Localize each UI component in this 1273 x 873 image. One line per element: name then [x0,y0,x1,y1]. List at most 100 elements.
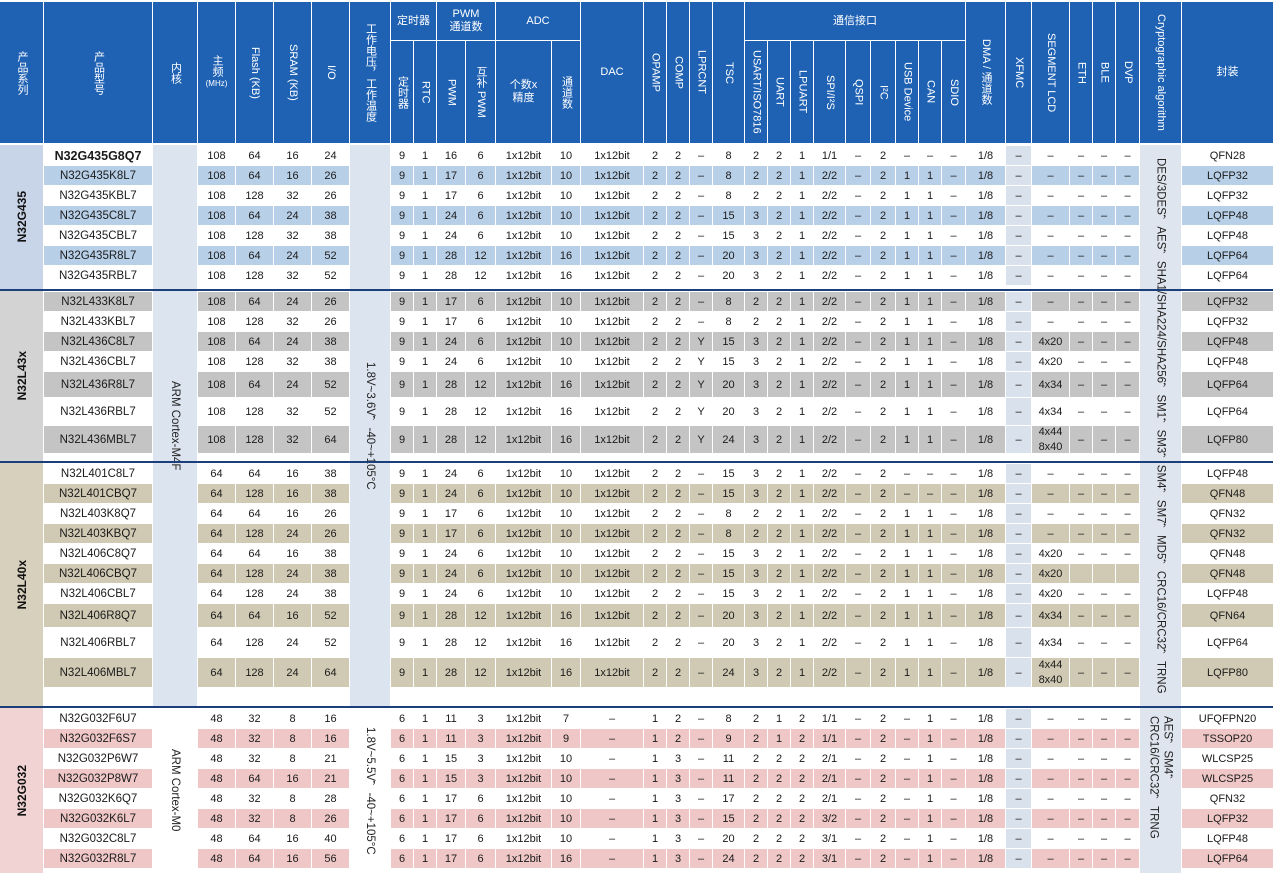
cell-spi: 2/2 [814,584,845,603]
cell-pwm: 24 [437,544,465,563]
cell-opamp: 2 [644,604,666,627]
cell-dac: 1x12bit [581,206,643,225]
cell-i2c: 2 [871,564,895,583]
cell-lpuart: 2 [791,709,813,728]
cell-dma: 1/8 [966,584,1005,603]
header-sdio: SDIO [942,41,965,143]
cell-lpuart: 1 [791,584,813,603]
cell-i2c: 2 [871,206,895,225]
cell-dma: 1/8 [966,604,1005,627]
cell-dac: 1x12bit [581,292,643,311]
cell-package: LQFP48 [1182,226,1273,245]
cell-io: 26 [312,809,349,828]
cell-timer: 9 [391,372,413,397]
cell-pwm_comp: 6 [466,226,495,245]
cell-dvp: – [1116,729,1139,748]
cell-freq: 48 [198,789,235,808]
cell-adc_ch: 16 [552,398,580,425]
cell-dac: 1x12bit [581,426,643,453]
cell-freq: 48 [198,729,235,748]
cell-package: LQFP32 [1182,809,1273,828]
cell-io: 52 [312,372,349,397]
cell-rtc: 1 [414,246,436,265]
cell-uart: 2 [768,829,790,848]
cell-adc: 1x12bit [496,809,551,828]
header-adc-count: 个数x精度 [496,41,551,143]
cell-usart: 3 [745,658,767,687]
header-i2c: I²C [871,41,895,143]
cell-opamp: 2 [644,352,666,371]
cell-xfmc: – [1006,544,1031,563]
cell-freq: 64 [198,544,235,563]
cell-opamp: 2 [644,464,666,483]
cell-tsc: 20 [713,628,744,657]
cell-usb: – [896,849,918,868]
cell-can: 1 [919,292,941,311]
cell-spi: 2/2 [814,266,845,285]
cell-lpuart: 1 [791,658,813,687]
cell-dvp: – [1116,809,1139,828]
cell-can: 1 [919,312,941,331]
cell-xfmc: – [1006,206,1031,225]
cell-xfmc: – [1006,166,1031,185]
cell-tsc: 20 [713,604,744,627]
group-divider [0,461,1273,463]
cell-spi: 2/2 [814,464,845,483]
cell-lcd: 4x34 [1032,398,1069,425]
cell-usb: 1 [896,584,918,603]
cell-usart: 3 [745,464,767,483]
cell-can: – [919,146,941,165]
cell-sdio: – [942,729,965,748]
cell-tsc: 8 [713,709,744,728]
cell-lpuart: 1 [791,372,813,397]
cell-qspi: – [846,628,870,657]
cell-io: 64 [312,658,349,687]
cell-lprcnt: – [690,146,712,165]
cell-pwm: 28 [437,426,465,453]
cell-model: N32G435RBL7 [44,266,152,285]
cell-can: 1 [919,604,941,627]
cell-pwm_comp: 6 [466,584,495,603]
cell-ble: – [1093,166,1115,185]
cell-spi: 2/2 [814,604,845,627]
cell-flash: 64 [236,146,273,165]
cell-io: 26 [312,312,349,331]
cell-tsc: 15 [713,484,744,503]
cell-pwm: 17 [437,292,465,311]
cell-pwm_comp: 12 [466,604,495,627]
cell-eth: – [1070,484,1092,503]
cell-package: LQFP80 [1182,426,1273,453]
cell-timer: 9 [391,206,413,225]
cell-dma: 1/8 [966,464,1005,483]
cell-opamp: 2 [644,484,666,503]
cell-usart: 3 [745,246,767,265]
cell-usart: 2 [745,749,767,768]
cell-flash: 64 [236,769,273,788]
cell-comp: 2 [667,464,689,483]
cell-qspi: – [846,484,870,503]
cell-opamp: 2 [644,186,666,205]
cell-dac: 1x12bit [581,658,643,687]
cell-xfmc: – [1006,829,1031,848]
cell-xfmc: – [1006,504,1031,523]
cell-flash: 64 [236,604,273,627]
cell-lprcnt: – [690,628,712,657]
cell-uart: 2 [768,464,790,483]
cell-sram: 24 [274,564,311,583]
cell-qspi: – [846,729,870,748]
cell-spi: 2/2 [814,658,845,687]
cell-dma: 1/8 [966,564,1005,583]
cell-eth: – [1070,246,1092,265]
cell-uart: 2 [768,809,790,828]
cell-package: LQFP64 [1182,849,1273,868]
cell-rtc: 1 [414,628,436,657]
cell-usart: 3 [745,398,767,425]
cell-lprcnt: – [690,749,712,768]
cell-rtc: 1 [414,749,436,768]
cell-pwm: 17 [437,789,465,808]
cell-eth: – [1070,352,1092,371]
cell-qspi: – [846,849,870,868]
header-rtc: RTC [414,41,436,143]
cell-rtc: 1 [414,789,436,808]
